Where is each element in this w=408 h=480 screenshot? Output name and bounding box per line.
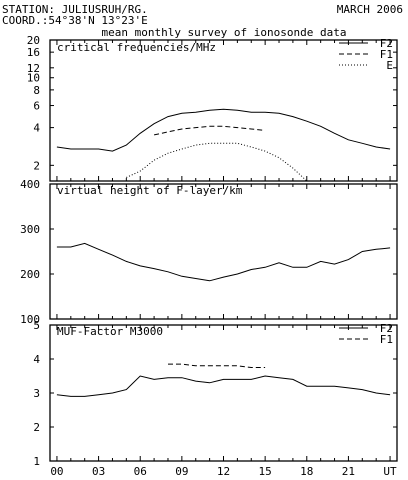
series-f2: [56, 108, 391, 152]
y-tick-label: 2: [33, 421, 40, 434]
y-tick-label: 4: [33, 353, 40, 366]
plot-frame: [49, 183, 398, 320]
legend-label: F1: [380, 333, 393, 346]
y-tick-label: 5: [33, 319, 40, 332]
y-tick-label: 400: [20, 178, 40, 191]
panel-title: virtual height of F-layer/km: [57, 184, 243, 197]
coordinates-label: COORD.:54°38'N 13°23'E: [2, 14, 148, 27]
y-tick-label: 300: [20, 223, 40, 236]
plot-frame: [49, 39, 398, 182]
legend-label: F2: [380, 37, 393, 50]
series-line: [56, 242, 391, 282]
x-tick-label: 18: [300, 465, 313, 478]
x-tick-label: 06: [134, 465, 147, 478]
y-tick-label: 2: [33, 159, 40, 172]
x-tick-label: UT: [383, 465, 397, 478]
y-tick-label: 3: [33, 387, 40, 400]
legend-label: F1: [380, 48, 393, 61]
series-e: [126, 142, 308, 182]
date-label: MARCH 2006: [337, 3, 403, 16]
series-f1: [153, 125, 266, 136]
legend-label: F2: [380, 322, 393, 335]
y-tick-label: 12: [27, 62, 40, 75]
y-tick-label: 20: [27, 34, 40, 47]
x-tick-label: 09: [175, 465, 188, 478]
y-tick-label: 16: [27, 46, 40, 59]
x-tick-label: 03: [92, 465, 105, 478]
x-tick-label: 00: [50, 465, 63, 478]
panel-title: critical frequencies/MHz: [57, 41, 216, 54]
legend-label: E: [386, 59, 393, 72]
series-f2: [56, 375, 391, 397]
panel-title: MUF-Factor M3000: [57, 325, 163, 338]
figure-subtitle: mean monthly survey of ionosonde data: [101, 26, 346, 39]
x-tick-label: 12: [217, 465, 230, 478]
station-label: STATION: JULIUSRUH/RG.: [2, 3, 148, 16]
y-tick-label: 1: [33, 455, 40, 468]
y-tick-label: 8: [33, 84, 40, 97]
plot-frame: [49, 324, 398, 462]
y-tick-label: 100: [20, 313, 40, 326]
y-tick-label: 6: [33, 100, 40, 113]
x-tick-label: 21: [342, 465, 355, 478]
y-tick-label: 4: [33, 122, 40, 135]
x-tick-label: 15: [259, 465, 272, 478]
y-tick-label: 200: [20, 268, 40, 281]
panel-2: virtual height of F-layer/km 100 200 300 400: [20, 178, 398, 326]
series-f1: [168, 363, 266, 368]
y-tick-label: 10: [27, 72, 40, 85]
